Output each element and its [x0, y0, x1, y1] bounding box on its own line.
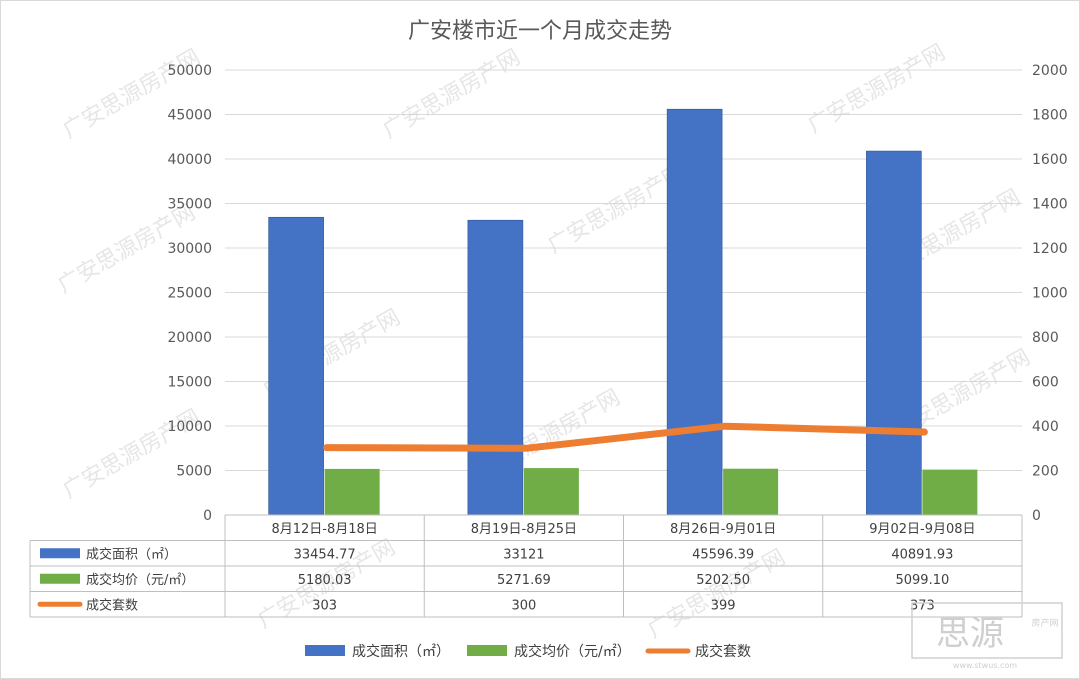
table-cell: 5271.69: [497, 573, 551, 588]
site-logo: 思源 房产网 www.stwus.com: [911, 602, 1063, 670]
table-legend-key: [40, 573, 80, 584]
logo-url: www.stwus.com: [953, 661, 1017, 670]
bar-series: [268, 108, 978, 516]
table-cell: 45596.39: [692, 547, 754, 562]
category-label: 8月19日-8月25日: [471, 522, 577, 537]
legend: 成交面积（㎡） 成交均价（元/㎡） 成交套数: [305, 643, 751, 660]
watermark-text: 广安思源房产网: [59, 45, 205, 144]
y-left-tick-label: 0: [203, 508, 212, 524]
y-right-tick-label: 1800: [1032, 108, 1068, 124]
table-cell: 5180.03: [298, 573, 352, 588]
legend-key: [467, 645, 507, 656]
table-cell: 5202.50: [696, 573, 750, 588]
category-label: 8月26日-9月01日: [670, 522, 776, 537]
bar-area: [467, 219, 524, 516]
legend-label: 成交面积（㎡）: [352, 643, 450, 660]
logo-border: [911, 602, 1063, 659]
y-right-tick-label: 400: [1032, 419, 1059, 435]
y-left-tick-label: 10000: [167, 419, 212, 435]
y-right-tick-label: 1400: [1032, 197, 1068, 213]
y-right-tick-label: 1200: [1032, 241, 1068, 257]
bar-price: [723, 468, 779, 515]
y-right-tick-label: 600: [1032, 375, 1059, 391]
y-right-tick-label: 200: [1032, 464, 1059, 480]
logo-text: 思源: [936, 614, 1004, 654]
table-cell: 399: [711, 598, 736, 613]
bar-area: [866, 150, 922, 516]
chart-title: 广安楼市近一个月成交走势: [408, 19, 672, 44]
y-right-tick-label: 1000: [1032, 286, 1068, 302]
legend-label: 成交均价（元/㎡）: [514, 643, 631, 660]
data-table: 8月12日-8月18日 8月19日-8月25日 8月26日-9月01日 9月02日-9…: [29, 514, 1023, 618]
table-cell: 5099.10: [895, 573, 949, 588]
table-series-name: 成交套数: [86, 597, 138, 613]
y-left-tick-label: 50000: [167, 63, 212, 79]
category-label: 9月02日-9月08日: [869, 522, 975, 537]
axes: 0500010000150002000025000300003500040000…: [167, 63, 1067, 524]
y-left-tick-label: 45000: [167, 108, 212, 124]
table-cell: 33121: [503, 547, 544, 562]
y-right-tick-label: 2000: [1032, 63, 1068, 79]
table-series-name: 成交面积（㎡）: [86, 546, 177, 562]
bar-price: [523, 468, 579, 515]
bar-price: [922, 469, 978, 515]
legend-label: 成交套数: [695, 643, 751, 660]
bar-area: [268, 216, 324, 516]
table-series-name: 成交均价（元/㎡）: [86, 572, 194, 588]
logo-small-text: 房产网: [1031, 617, 1058, 629]
watermark-text: 广安思源房产网: [804, 40, 950, 139]
watermark-text: 广安思源房产网: [379, 45, 525, 144]
y-left-tick-label: 30000: [167, 241, 212, 257]
y-left-tick-label: 15000: [167, 375, 212, 391]
y-left-tick-label: 35000: [167, 197, 212, 213]
table-cell: 373: [910, 598, 935, 613]
bar-area: [666, 108, 723, 516]
category-label: 8月12日-8月18日: [271, 522, 377, 537]
legend-key: [305, 645, 345, 656]
table-legend-key: [40, 548, 80, 559]
y-left-tick-label: 5000: [176, 464, 212, 480]
table-cell: 33454.77: [294, 547, 356, 562]
y-left-tick-label: 25000: [167, 286, 212, 302]
y-left-tick-label: 40000: [167, 152, 212, 168]
table-cell: 300: [511, 598, 536, 613]
table-cell: 40891.93: [891, 547, 953, 562]
line-units-sold: [323, 422, 928, 452]
line-series: [323, 422, 928, 452]
table-cell: 303: [312, 598, 337, 613]
y-left-tick-label: 20000: [167, 330, 212, 346]
bar-price: [324, 468, 380, 515]
y-right-tick-label: 1600: [1032, 152, 1068, 168]
y-right-tick-label: 0: [1032, 508, 1041, 524]
y-right-tick-label: 800: [1032, 330, 1059, 346]
